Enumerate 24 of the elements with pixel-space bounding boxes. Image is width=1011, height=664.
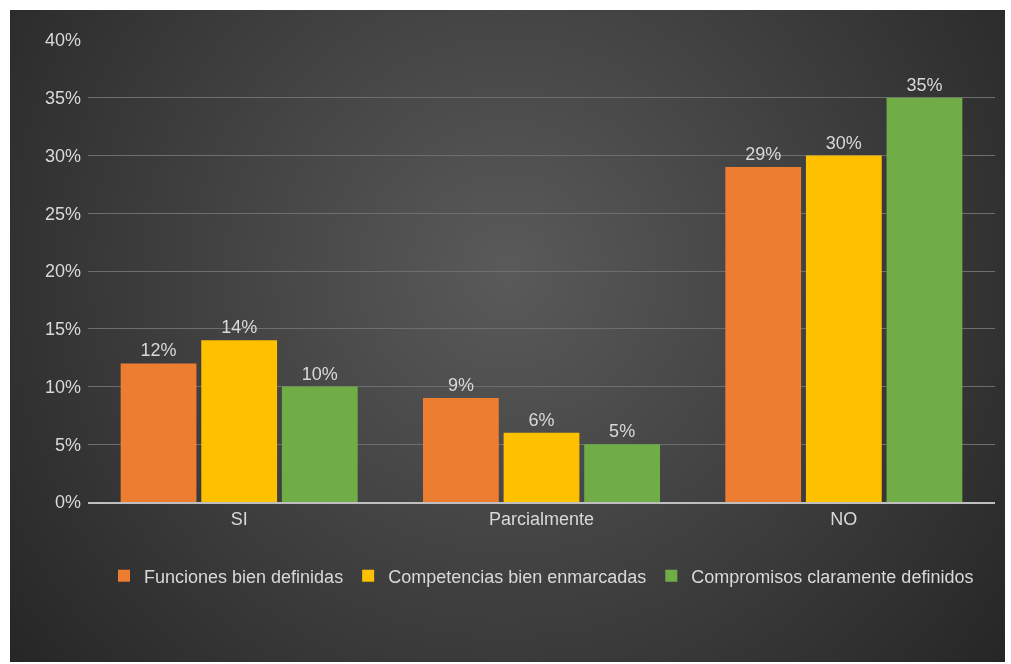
y-tick-label: 10% bbox=[44, 376, 81, 397]
y-tick-label: 0% bbox=[54, 492, 81, 513]
x-tick-label: Parcialmente bbox=[488, 509, 595, 530]
y-tick-label: 30% bbox=[44, 145, 81, 166]
y-tick-label: 35% bbox=[44, 88, 81, 109]
x-tick-label: NO bbox=[830, 509, 858, 530]
data-label: 30% bbox=[825, 132, 862, 153]
y-tick-label: 20% bbox=[44, 261, 81, 282]
legend-label: Compromisos claramente definidos bbox=[691, 566, 974, 587]
data-label: 5% bbox=[609, 421, 636, 442]
y-tick-label: 40% bbox=[44, 30, 81, 51]
data-label: 29% bbox=[745, 144, 782, 165]
legend-label: Funciones bien definidas bbox=[144, 566, 344, 587]
data-label: 35% bbox=[906, 74, 943, 95]
y-tick-label: 5% bbox=[54, 434, 81, 455]
y-tick-label: 15% bbox=[44, 319, 81, 340]
data-label: 6% bbox=[528, 409, 555, 430]
x-tick-label: SI bbox=[230, 509, 248, 530]
data-label: 14% bbox=[221, 317, 258, 338]
data-label: 10% bbox=[301, 363, 338, 384]
data-label: 9% bbox=[447, 375, 474, 396]
legend-label: Competencias bien enmarcadas bbox=[388, 566, 647, 587]
data-label: 12% bbox=[140, 340, 177, 361]
y-tick-label: 25% bbox=[44, 203, 81, 224]
